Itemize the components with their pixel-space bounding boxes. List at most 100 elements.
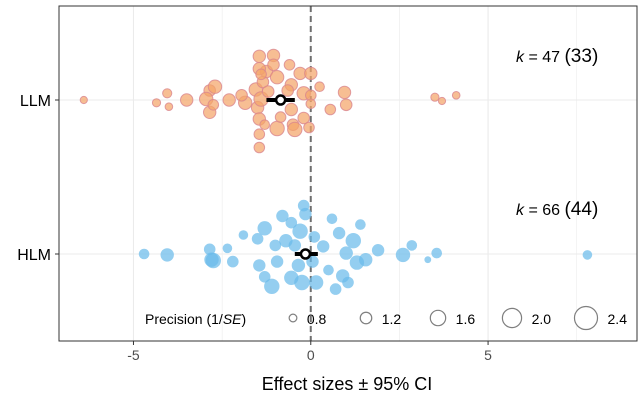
- k-annotations: k = 47 (33) k = 66 (44): [516, 46, 598, 220]
- point-llm-36: [287, 121, 303, 138]
- legend-key-2.4: [573, 305, 599, 331]
- legend-label-2.0: 2.0: [532, 311, 552, 327]
- point-llm-27: [267, 58, 280, 72]
- point-llm-3: [164, 102, 174, 111]
- point-llm-12: [235, 89, 248, 102]
- point-hlm-29: [323, 264, 334, 276]
- point-llm-28: [269, 70, 285, 85]
- legend-label-0.8: 0.8: [307, 311, 327, 327]
- point-llm-18: [259, 119, 271, 130]
- estimate-point-llm: [274, 94, 287, 106]
- legend-key-0.8: [288, 313, 298, 323]
- point-llm-10: [222, 93, 236, 107]
- point-llm-46: [337, 85, 352, 100]
- point-llm-32: [284, 102, 298, 117]
- point-hlm-24: [299, 207, 312, 221]
- point-hlm-6: [227, 255, 239, 268]
- legend-label-1.6: 1.6: [456, 311, 476, 327]
- point-llm-24: [261, 85, 275, 98]
- point-hlm-20: [291, 258, 306, 273]
- series-hlm: [138, 199, 593, 295]
- point-hlm-2: [203, 243, 216, 256]
- point-hlm-35: [342, 276, 354, 289]
- legend-key-2.0: [501, 307, 523, 329]
- point-llm-8: [207, 99, 220, 111]
- estimate-point-hlm: [299, 248, 312, 260]
- point-hlm-26: [308, 231, 321, 243]
- effect-size-points: [79, 48, 593, 295]
- point-hlm-5: [222, 243, 233, 254]
- point-llm-44: [314, 81, 325, 92]
- point-hlm-22: [294, 274, 310, 291]
- point-llm-23: [255, 68, 267, 81]
- panel-border: [58, 5, 638, 342]
- point-hlm-27: [308, 275, 324, 290]
- k-annotation-hlm: k = 66 (44): [516, 199, 598, 220]
- point-hlm-14: [270, 255, 284, 268]
- legend-key-1.6: [429, 309, 447, 327]
- point-llm-43: [305, 98, 317, 110]
- point-llm-48: [430, 92, 440, 102]
- point-llm-49: [437, 96, 447, 106]
- point-hlm-41: [395, 247, 411, 263]
- point-llm-19: [253, 128, 266, 140]
- point-hlm-30: [326, 213, 338, 225]
- point-hlm-42: [406, 240, 418, 251]
- precision-legend: Precision (1/SE) 0.8 1.2 1.6 2.0 2.4: [145, 305, 628, 331]
- legend-label-2.4: 2.4: [608, 311, 628, 327]
- point-hlm-36: [345, 233, 361, 249]
- legend-key-1.2: [359, 311, 373, 325]
- k-annotation-llm: k = 47 (33): [516, 46, 598, 67]
- point-hlm-13: [269, 239, 282, 252]
- point-hlm-25: [306, 255, 319, 268]
- point-llm-4: [180, 93, 194, 107]
- point-hlm-31: [329, 283, 342, 295]
- point-hlm-28: [317, 240, 330, 253]
- point-hlm-34: [339, 246, 353, 260]
- point-hlm-43: [424, 256, 432, 264]
- y-category-label-llm: LLM: [20, 93, 51, 110]
- point-llm-31: [283, 59, 296, 71]
- point-hlm-19: [288, 239, 301, 252]
- x-tick-label: -5: [127, 347, 140, 363]
- x-tick-label: 5: [484, 347, 492, 363]
- point-hlm-9: [253, 259, 266, 272]
- point-hlm-15: [276, 209, 289, 223]
- point-hlm-39: [359, 253, 373, 267]
- point-hlm-44: [431, 247, 443, 259]
- point-hlm-32: [332, 226, 346, 240]
- point-hlm-4: [205, 252, 221, 269]
- point-llm-47: [339, 98, 353, 112]
- summary-estimates: [266, 94, 318, 260]
- point-llm-22: [253, 141, 266, 154]
- axes: -5 0 5 LLM HLM: [17, 93, 492, 363]
- point-llm-9: [207, 79, 223, 94]
- point-hlm-21: [292, 223, 308, 239]
- y-category-label-hlm: HLM: [17, 247, 51, 264]
- point-llm-2: [162, 88, 173, 99]
- point-llm-0: [79, 95, 88, 105]
- point-hlm-18: [285, 216, 298, 229]
- point-llm-25: [252, 49, 266, 63]
- point-hlm-7: [238, 230, 249, 240]
- point-hlm-45: [582, 250, 593, 260]
- point-hlm-40: [371, 244, 385, 257]
- point-hlm-11: [257, 221, 272, 236]
- point-hlm-1: [160, 248, 174, 262]
- point-hlm-10: [258, 271, 271, 283]
- point-hlm-0: [138, 248, 150, 260]
- series-llm: [79, 48, 461, 154]
- point-llm-50: [451, 91, 461, 100]
- point-llm-45: [324, 103, 337, 116]
- point-hlm-8: [251, 233, 264, 245]
- point-llm-41: [304, 66, 318, 81]
- point-llm-30: [274, 111, 287, 123]
- point-llm-34: [281, 84, 295, 97]
- x-tick-label: 0: [307, 347, 315, 363]
- point-llm-1: [151, 98, 162, 108]
- point-llm-39: [297, 111, 311, 125]
- point-hlm-12: [264, 278, 280, 294]
- x-axis-title: Effect sizes ± 95% CI: [262, 374, 433, 394]
